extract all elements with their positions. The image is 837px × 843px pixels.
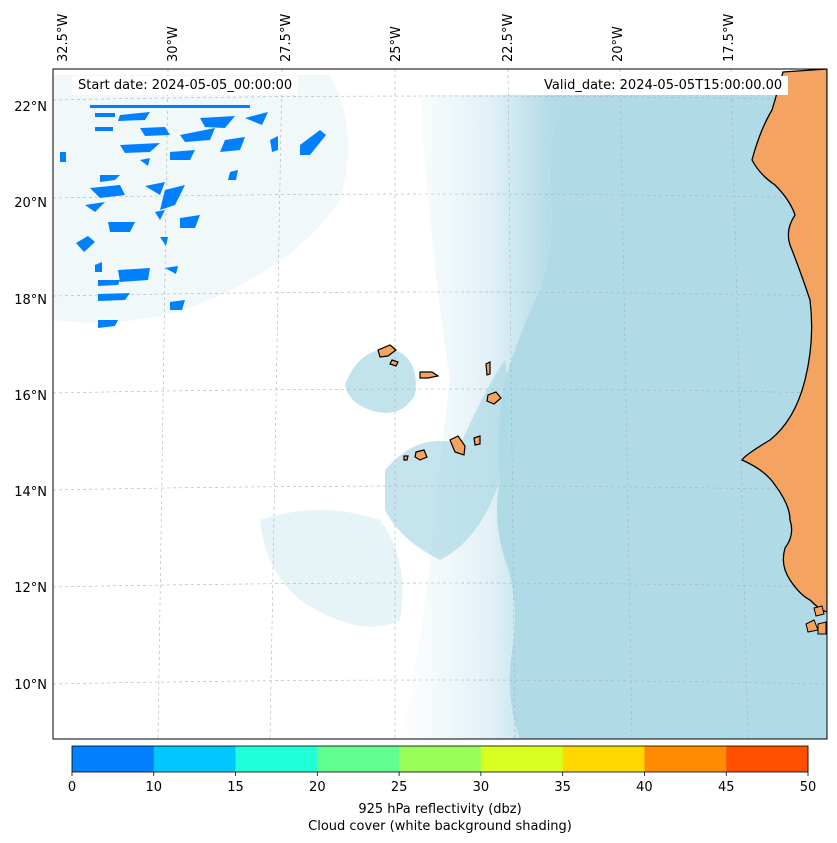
cloud-band-islands — [345, 349, 416, 413]
colorbar-cell — [399, 746, 482, 772]
colorbar-cell — [72, 746, 155, 772]
bijagos-islands — [805, 605, 827, 635]
colorbar-cells — [72, 746, 809, 772]
colorbar-frame — [71, 745, 809, 773]
colorbar-cell — [235, 746, 318, 772]
map-frame — [52, 68, 828, 740]
lon-label: 32.5°W — [56, 14, 71, 62]
island-santiago — [449, 435, 466, 456]
lon-label: 30°W — [166, 26, 181, 62]
colorbar-cell — [317, 746, 400, 772]
island-sal — [485, 361, 491, 376]
valid-date-label: Valid_date: 2024-05-05T15:00:00.00 — [538, 76, 789, 95]
start-date-label: Start date: 2024-05-05_00:00:00 — [72, 76, 299, 95]
lat-label: 22°N — [14, 100, 47, 115]
colorbar-label: 925 hPa reflectivity (dbz) — [358, 802, 521, 817]
lon-label: 17.5°W — [722, 14, 737, 62]
colorbar-tick-label: 15 — [227, 780, 244, 795]
colorbar-cell — [153, 746, 237, 772]
island-sao-vicente — [389, 359, 399, 367]
colorbar-cell — [644, 746, 727, 772]
colorbar-tick-label: 45 — [718, 780, 735, 795]
cloud-band-southwest — [260, 510, 403, 627]
colorbar-cell — [480, 746, 564, 772]
island-maio — [473, 435, 481, 446]
colorbar-tick-label: 10 — [146, 780, 163, 795]
map-area — [53, 69, 827, 739]
colorbar-tick-label: 40 — [636, 780, 653, 795]
colorbar-tick-label: 0 — [68, 780, 76, 795]
colorbar-cell — [726, 746, 809, 772]
cape-verde-islands — [377, 344, 502, 461]
lat-label: 12°N — [14, 581, 47, 596]
island-sao-nicolau — [419, 371, 440, 379]
longitude-labels: 32.5°W 30°W 27.5°W 25°W 22.5°W 20°W 17.5… — [56, 14, 737, 62]
colorbar-cell — [562, 746, 645, 772]
lon-label: 25°W — [389, 26, 404, 62]
colorbar-sublabel: Cloud cover (white background shading) — [308, 819, 572, 834]
lat-label: 10°N — [14, 678, 47, 693]
west-africa-coast — [741, 69, 827, 613]
reflectivity-patches — [60, 105, 326, 328]
island-fogo — [414, 449, 428, 461]
island-santo-antao — [377, 344, 397, 358]
island-boa-vista — [486, 391, 502, 405]
lat-label: 14°N — [14, 485, 47, 500]
cloud-band-south — [385, 360, 509, 560]
latitude-labels: 22°N 20°N 18°N 16°N 14°N 12°N 10°N — [14, 100, 47, 693]
lon-label: 22.5°W — [501, 14, 516, 62]
lat-label: 16°N — [14, 389, 47, 404]
colorbar-tick-label: 30 — [473, 780, 490, 795]
colorbar: 0 10 15 20 25 30 35 40 45 50 925 hPa reflectivity… — [68, 745, 816, 834]
colorbar-ticks: 0 10 15 20 25 30 35 40 45 50 — [68, 772, 816, 795]
colorbar-tick-label: 20 — [309, 780, 326, 795]
island-brava — [403, 455, 409, 461]
lon-label: 20°W — [611, 26, 626, 62]
lon-label: 27.5°W — [279, 14, 294, 62]
cloud-cover-northwest — [53, 75, 348, 323]
cloud-cover-main — [496, 80, 827, 739]
colorbar-tick-label: 50 — [800, 780, 817, 795]
lat-label: 18°N — [14, 293, 47, 308]
graticule — [53, 69, 827, 739]
colorbar-tick-label: 35 — [554, 780, 571, 795]
lat-label: 20°N — [14, 196, 47, 211]
colorbar-tick-label: 25 — [391, 780, 408, 795]
